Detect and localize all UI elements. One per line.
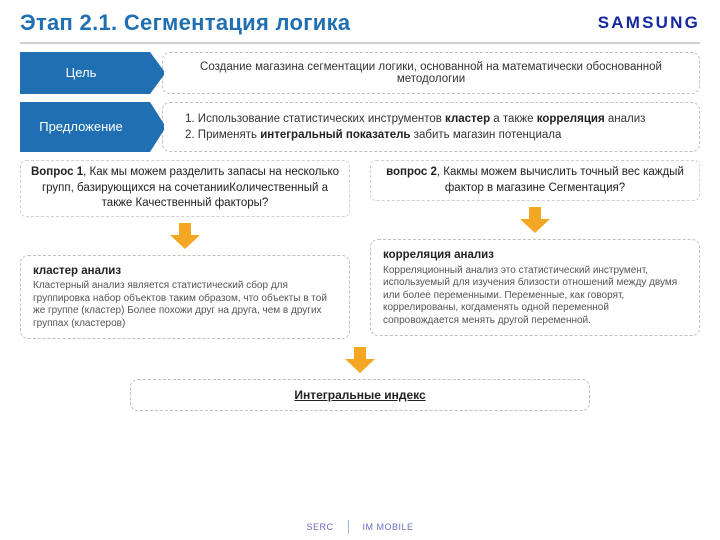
cluster-title: кластер анализ bbox=[33, 264, 337, 278]
title-underline bbox=[20, 42, 700, 44]
proposal-1-suffix: анализ bbox=[605, 113, 646, 125]
proposal-2-b: интегральный показатель bbox=[260, 129, 410, 141]
proposal-2-prefix: Применять bbox=[198, 129, 260, 141]
correlation-title: корреляция анализ bbox=[383, 248, 687, 262]
cluster-body: Кластерный анализ является статистически… bbox=[33, 280, 337, 330]
q1-bold: Вопрос 1 bbox=[31, 166, 83, 178]
proposal-2-suffix: забить магазин потенциала bbox=[411, 129, 562, 141]
goal-chevron: Цель bbox=[20, 52, 150, 94]
correlation-analysis-box: корреляция анализ Корреляционный анализ … bbox=[370, 239, 700, 336]
question-2: вопрос 2, Какмы можем вычислить точный в… bbox=[370, 160, 700, 201]
footer-left: SERC bbox=[306, 522, 333, 532]
q2-bold: вопрос 2 bbox=[386, 166, 437, 178]
proposal-label: Предложение bbox=[39, 120, 123, 135]
arrow-down-icon bbox=[520, 207, 550, 233]
correlation-body: Корреляционный анализ это статистический… bbox=[383, 265, 687, 328]
proposal-1-b2: корреляция bbox=[537, 113, 605, 125]
proposal-item-2: Применять интегральный показатель забить… bbox=[185, 127, 687, 143]
integral-index-box: Интегральные индекс bbox=[130, 379, 590, 411]
q1-text: , Как мы можем разделить запасы на неско… bbox=[42, 166, 339, 209]
goal-label: Цель bbox=[66, 66, 97, 81]
footer-right: IM MOBILE bbox=[363, 522, 414, 532]
question-1: Вопрос 1, Как мы можем разделить запасы … bbox=[20, 160, 350, 217]
proposal-1-prefix: Использование статистических инструменто… bbox=[198, 113, 445, 125]
samsung-logo: SAMSUNG bbox=[598, 13, 700, 33]
goal-text: Создание магазина сегментации логики, ос… bbox=[175, 61, 687, 85]
arrow-down-icon bbox=[345, 347, 375, 373]
proposal-box: Использование статистических инструменто… bbox=[162, 102, 700, 152]
goal-box: Создание магазина сегментации логики, ос… bbox=[162, 52, 700, 94]
page-title: Этап 2.1. Сегментация логика bbox=[20, 10, 350, 36]
arrow-down-icon bbox=[170, 223, 200, 249]
q2-text: , Какмы можем вычислить точный вес кажды… bbox=[437, 166, 684, 194]
proposal-1-mid: а также bbox=[490, 113, 537, 125]
integral-label: Интегральные индекс bbox=[294, 388, 425, 402]
proposal-1-b1: кластер bbox=[445, 113, 490, 125]
footer: SERC IM MOBILE bbox=[0, 520, 720, 534]
proposal-chevron: Предложение bbox=[20, 102, 150, 152]
proposal-item-1: Использование статистических инструменто… bbox=[185, 111, 687, 127]
footer-separator bbox=[348, 520, 349, 534]
cluster-analysis-box: кластер анализ Кластерный анализ являетс… bbox=[20, 255, 350, 339]
